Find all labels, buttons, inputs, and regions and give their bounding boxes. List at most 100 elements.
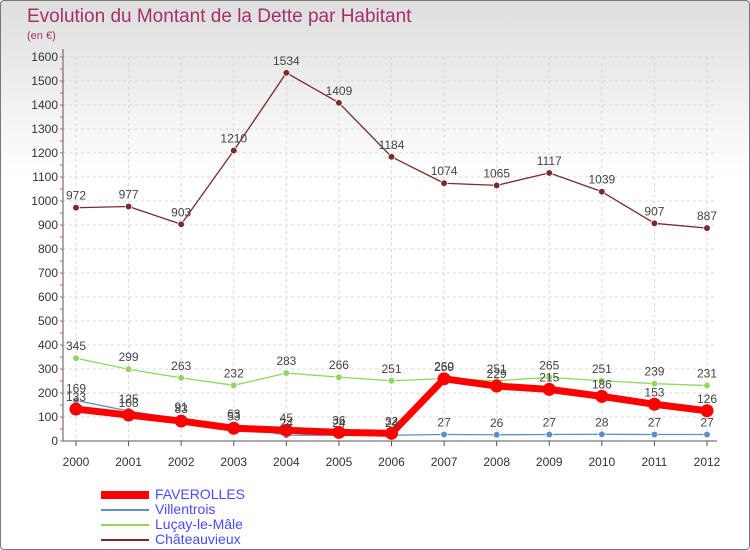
data-point-chateauvieux xyxy=(387,153,396,161)
data-label-chateauvieux: 1210 xyxy=(220,132,247,146)
data-label-villentrois: 169 xyxy=(66,381,86,395)
x-tick-label: 2007 xyxy=(431,455,458,469)
data-label-lucay-le-male: 231 xyxy=(697,367,717,381)
data-label-chateauvieux: 1065 xyxy=(483,166,510,180)
data-point-lucay-le-male xyxy=(387,377,396,385)
data-label-villentrois: 24 xyxy=(332,416,346,430)
y-tick-label: 1300 xyxy=(31,122,58,136)
data-label-faverolles: 229 xyxy=(487,367,507,381)
data-point-lucay-le-male xyxy=(703,381,711,390)
data-point-faverolles xyxy=(700,404,714,418)
x-tick-label: 2001 xyxy=(115,455,142,469)
chart-title: Evolution du Montant de la Dette par Hab… xyxy=(27,6,412,27)
data-label-villentrois: 27 xyxy=(700,416,714,430)
x-tick-label: 2005 xyxy=(326,455,353,469)
data-label-faverolles: 32 xyxy=(385,414,399,428)
data-point-faverolles xyxy=(69,402,83,416)
y-tick-label: 500 xyxy=(38,314,58,328)
data-label-villentrois: 24 xyxy=(280,416,294,430)
gridlines xyxy=(63,56,717,442)
data-point-villentrois xyxy=(440,430,448,439)
x-tick-label: 2009 xyxy=(536,455,563,469)
data-point-lucay-le-male xyxy=(282,369,290,377)
y-tick-label: 700 xyxy=(38,266,58,280)
data-point-chateauvieux xyxy=(598,187,606,196)
data-point-lucay-le-male xyxy=(335,373,343,381)
data-point-villentrois xyxy=(650,430,659,439)
data-label-faverolles: 126 xyxy=(697,392,717,406)
legend-swatch xyxy=(101,539,149,541)
x-tick-label: 2006 xyxy=(378,455,405,469)
data-point-faverolles xyxy=(227,421,241,435)
data-label-faverolles: 133 xyxy=(66,390,86,404)
y-tick-label: 800 xyxy=(38,242,58,256)
data-point-lucay-le-male xyxy=(72,354,80,362)
data-label-lucay-le-male: 251 xyxy=(487,362,507,376)
data-point-villentrois xyxy=(598,430,606,438)
data-point-chateauvieux xyxy=(440,179,448,187)
data-label-chateauvieux: 1074 xyxy=(431,164,458,178)
unit-label: (en €) xyxy=(27,30,56,42)
legend-swatch xyxy=(101,491,149,499)
data-point-chateauvieux xyxy=(230,146,238,155)
data-point-faverolles xyxy=(437,372,451,386)
legend-label: Châteauvieux xyxy=(155,531,241,547)
y-tick-label: 1200 xyxy=(31,146,58,160)
data-point-lucay-le-male xyxy=(230,381,238,389)
data-point-faverolles xyxy=(647,397,661,411)
data-label-faverolles: 53 xyxy=(227,409,241,423)
data-labels: 972 977 903 1210 1534 1409 1184 1074 1065 1117 103… xyxy=(66,54,717,430)
legend-swatch xyxy=(101,524,149,526)
y-tick-label: 900 xyxy=(38,218,58,232)
x-tick-label: 2002 xyxy=(168,455,195,469)
x-tick-label: 2008 xyxy=(483,455,510,469)
data-point-faverolles xyxy=(332,425,346,439)
data-label-villentrois: 125 xyxy=(119,392,139,406)
y-tick-label: 1400 xyxy=(31,98,58,112)
data-point-faverolles xyxy=(490,379,504,393)
data-label-chateauvieux: 1039 xyxy=(588,173,615,187)
data-label-faverolles: 186 xyxy=(592,377,612,391)
y-tick-label: 1500 xyxy=(31,74,58,88)
data-point-villentrois xyxy=(703,430,711,439)
data-label-lucay-le-male: 345 xyxy=(66,339,86,353)
legend-item: Luçay-le-Mâle xyxy=(101,516,341,532)
data-label-lucay-le-male: 299 xyxy=(119,350,139,364)
data-label-faverolles: 108 xyxy=(119,396,139,410)
y-tick-label: 600 xyxy=(38,290,58,304)
data-label-chateauvieux: 1534 xyxy=(273,54,300,68)
data-point-lucay-le-male xyxy=(545,373,553,382)
legend-label: Luçay-le-Mâle xyxy=(155,516,243,532)
data-label-faverolles: 83 xyxy=(174,402,188,416)
data-label-lucay-le-male: 266 xyxy=(329,358,349,372)
data-label-lucay-le-male: 239 xyxy=(644,365,664,379)
data-label-chateauvieux: 1409 xyxy=(326,84,353,98)
data-point-villentrois xyxy=(545,430,553,439)
x-tick-label: 2010 xyxy=(588,455,615,469)
legend-label: FAVEROLLES xyxy=(155,486,246,502)
data-point-faverolles xyxy=(174,414,188,428)
data-point-chateauvieux xyxy=(124,202,133,211)
data-label-villentrois: 26 xyxy=(490,416,504,430)
data-label-faverolles: 215 xyxy=(539,370,559,384)
legend-item: FAVEROLLES xyxy=(101,486,341,502)
data-point-lucay-le-male xyxy=(124,365,133,373)
data-label-villentrois: 24 xyxy=(385,416,399,430)
x-tick-label: 2004 xyxy=(273,455,300,469)
data-label-faverolles: 259 xyxy=(434,360,454,374)
data-label-chateauvieux: 903 xyxy=(171,205,191,219)
data-label-villentrois: 91 xyxy=(174,400,188,414)
data-label-lucay-le-male: 263 xyxy=(171,359,191,373)
data-label-chateauvieux: 887 xyxy=(697,209,717,223)
y-tick-label: 1600 xyxy=(31,50,58,64)
data-label-villentrois: 63 xyxy=(227,407,241,421)
data-label-faverolles: 45 xyxy=(280,411,294,425)
data-point-faverolles xyxy=(542,382,556,396)
y-tick-label: 1100 xyxy=(32,170,58,184)
data-label-chateauvieux: 1184 xyxy=(379,138,405,152)
data-label-villentrois: 27 xyxy=(543,416,557,430)
data-point-lucay-le-male xyxy=(650,379,659,388)
data-label-lucay-le-male: 260 xyxy=(434,360,454,374)
